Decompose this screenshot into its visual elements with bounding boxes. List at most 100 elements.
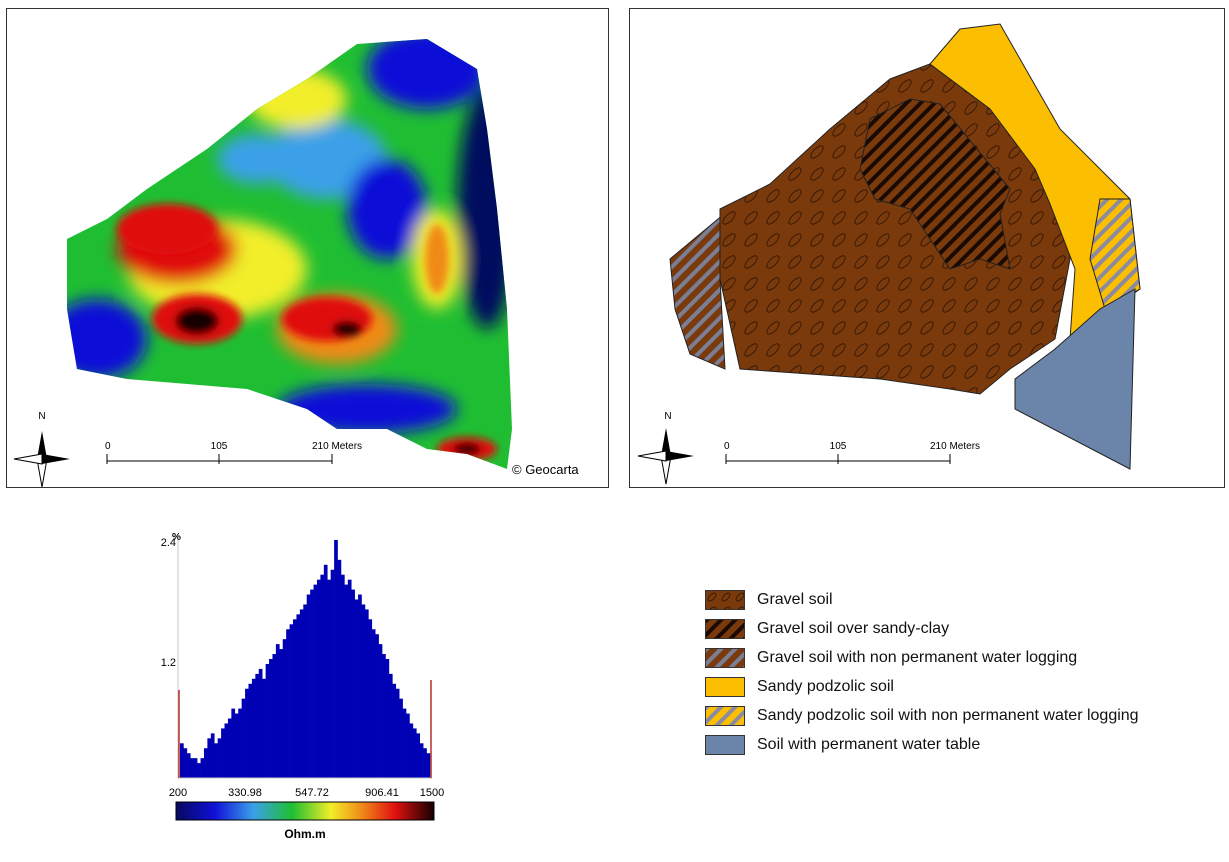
histogram-bar	[385, 659, 390, 778]
histogram-bar	[395, 688, 400, 778]
histogram-bar	[334, 540, 338, 778]
y-tick-2.4: 2.4	[161, 537, 176, 549]
histogram-bar	[412, 728, 417, 778]
legend-swatch-gravel	[705, 589, 745, 610]
legend-swatch-sandy-podzolic	[705, 676, 745, 697]
histogram-chart: % 2.4 1.2 200 330.98 547.72 906.41 1500 …	[161, 532, 445, 841]
x-tick-547: 547.72	[295, 787, 329, 799]
histogram-bar	[409, 723, 414, 778]
histogram-bar	[313, 584, 318, 779]
histogram-bar	[214, 743, 218, 778]
histogram-bar	[269, 659, 273, 778]
histogram-bar	[426, 753, 431, 778]
histogram-bar	[282, 639, 287, 778]
scale-tick-0: 0	[724, 441, 730, 452]
histogram-bar	[371, 629, 376, 778]
histogram-bar	[368, 619, 373, 778]
histogram-bar	[303, 604, 308, 778]
histogram-bar	[238, 708, 242, 778]
histogram-bar	[354, 599, 359, 778]
scale-tick-210: 210 Meters	[312, 441, 362, 452]
color-ramp	[175, 801, 435, 821]
legend-swatch-permanent-water	[705, 734, 745, 755]
histogram-bar	[251, 678, 256, 778]
legend-label: Soil with permanent water table	[757, 735, 981, 753]
histogram-bar	[203, 748, 208, 778]
legend-item-sandy-waterlogging: Sandy podzolic soil with non permanent w…	[705, 701, 1205, 730]
histogram-bar	[306, 594, 311, 778]
histogram-bar	[340, 574, 345, 778]
legend-item-gravel: Gravel soil	[705, 585, 1205, 614]
histogram-bar	[180, 743, 184, 778]
histogram-bar	[245, 688, 249, 778]
histogram-bar	[399, 698, 403, 778]
histogram-bar	[207, 738, 212, 778]
x-tick-200: 200	[169, 787, 187, 799]
histogram-bar	[296, 614, 301, 779]
histogram-bar	[378, 644, 383, 778]
histogram-bar	[227, 718, 232, 778]
legend-item-gravel-waterlogging: Gravel soil with non permanent water log…	[705, 643, 1205, 672]
legend-swatch-sandy-waterlogging	[705, 705, 745, 726]
resistivity-raster	[67, 39, 512, 469]
scale-tick-0: 0	[105, 441, 111, 452]
histogram-bar	[221, 728, 225, 778]
scale-tick-210: 210 Meters	[930, 441, 980, 452]
x-tick-906: 906.41	[365, 787, 399, 799]
x-tick-330: 330.98	[228, 787, 262, 799]
y-unit-label: %	[172, 532, 181, 543]
histogram-bar	[258, 668, 263, 778]
x-tick-1500: 1500	[420, 787, 444, 799]
legend-label: Gravel soil	[757, 590, 833, 608]
histogram-bar	[382, 654, 386, 778]
scale-tick-105: 105	[830, 441, 847, 452]
histogram-bar	[416, 733, 421, 779]
histogram-bar	[224, 723, 229, 778]
legend-swatch-gravel-waterlogging	[705, 647, 745, 668]
histogram-bar	[289, 624, 294, 778]
histogram-bar	[193, 758, 198, 778]
histogram-bar	[272, 654, 277, 778]
north-label: N	[38, 411, 45, 422]
histogram-bar	[183, 748, 188, 778]
histogram-bar	[248, 683, 253, 778]
zone-gravel	[719, 63, 1071, 395]
soil-map-panel: N 0 105 210 Meters	[629, 8, 1225, 488]
legend-swatch-gravel-sandy-clay	[705, 618, 745, 639]
histogram-bar	[241, 698, 246, 778]
histogram-bar	[275, 644, 280, 778]
scale-tick-105: 105	[211, 441, 228, 452]
histogram-bar	[316, 579, 321, 778]
histogram-bar	[286, 629, 290, 778]
histogram-bar	[217, 738, 222, 778]
histogram-bar	[364, 609, 369, 778]
histogram-bar	[231, 708, 236, 778]
histogram-bar	[419, 743, 424, 778]
legend-label: Sandy podzolic soil with non permanent w…	[757, 706, 1139, 724]
legend-label: Gravel soil over sandy-clay	[757, 619, 950, 637]
histogram-bar	[406, 713, 410, 778]
legend-item-permanent-water: Soil with permanent water table	[705, 730, 1205, 759]
histogram-bar	[327, 579, 331, 778]
histogram-bar	[423, 748, 427, 778]
histogram-bar	[299, 609, 304, 778]
legend-label: Gravel soil with non permanent water log…	[757, 648, 1078, 666]
histogram-bar	[197, 763, 201, 779]
histogram-bar	[186, 753, 191, 778]
histogram-bar	[330, 569, 335, 778]
zone-permanent-water	[1014, 288, 1136, 470]
histogram-bar	[392, 683, 397, 778]
resistivity-map: N 0 105 210 Meters © Geocarta	[13, 39, 579, 487]
scale-bar	[725, 454, 951, 464]
histogram-bar	[388, 673, 393, 779]
legend-item-gravel-sandy-clay: Gravel soil over sandy-clay	[705, 614, 1205, 643]
resistivity-map-panel: N 0 105 210 Meters © Geocarta	[6, 8, 609, 488]
histogram-bar	[358, 594, 362, 778]
histogram-bar	[190, 758, 194, 778]
y-tick-1.2: 1.2	[161, 657, 176, 669]
histogram-bar	[310, 589, 314, 778]
x-axis-label: Ohm.m	[284, 827, 325, 841]
histogram-bar	[361, 604, 366, 778]
histogram-bar	[402, 708, 407, 778]
legend-item-sandy-podzolic: Sandy podzolic soil	[705, 672, 1205, 701]
